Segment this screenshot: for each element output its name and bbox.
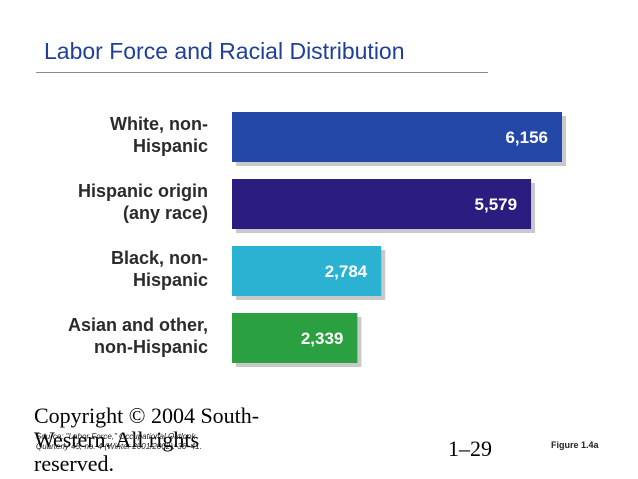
slide-title: Labor Force and Racial Distribution xyxy=(44,38,405,64)
title-divider xyxy=(36,72,488,73)
data-label-0: 6,156 xyxy=(505,128,548,147)
source-note: Source: "Labor Force," Occupational Outl… xyxy=(36,432,202,451)
category-label-3-line-0: Asian and other, xyxy=(68,315,208,335)
bar-0 xyxy=(232,112,562,162)
category-label-2-line-0: Black, non- xyxy=(111,248,208,268)
category-label-2-line-1: Hispanic xyxy=(133,270,208,290)
category-label-0-line-0: White, non- xyxy=(110,114,208,134)
bar-2 xyxy=(232,246,382,296)
category-label-1-line-1: (any race) xyxy=(123,203,208,223)
category-label-3-line-1: non-Hispanic xyxy=(94,337,208,357)
bar-1 xyxy=(232,179,532,229)
bar-3 xyxy=(232,313,358,363)
category-label-0-line-1: Hispanic xyxy=(133,136,208,156)
data-label-3: 2,339 xyxy=(301,329,344,348)
page-number: 1–29 xyxy=(448,436,492,461)
copyright-notice: Copyright © 2004 South-Western. All righ… xyxy=(34,403,260,476)
data-label-1: 5,579 xyxy=(475,195,518,214)
figure-label: Figure 1.4a xyxy=(551,440,599,450)
category-label-1-line-0: Hispanic origin xyxy=(78,181,208,201)
data-label-2: 2,784 xyxy=(325,262,368,281)
